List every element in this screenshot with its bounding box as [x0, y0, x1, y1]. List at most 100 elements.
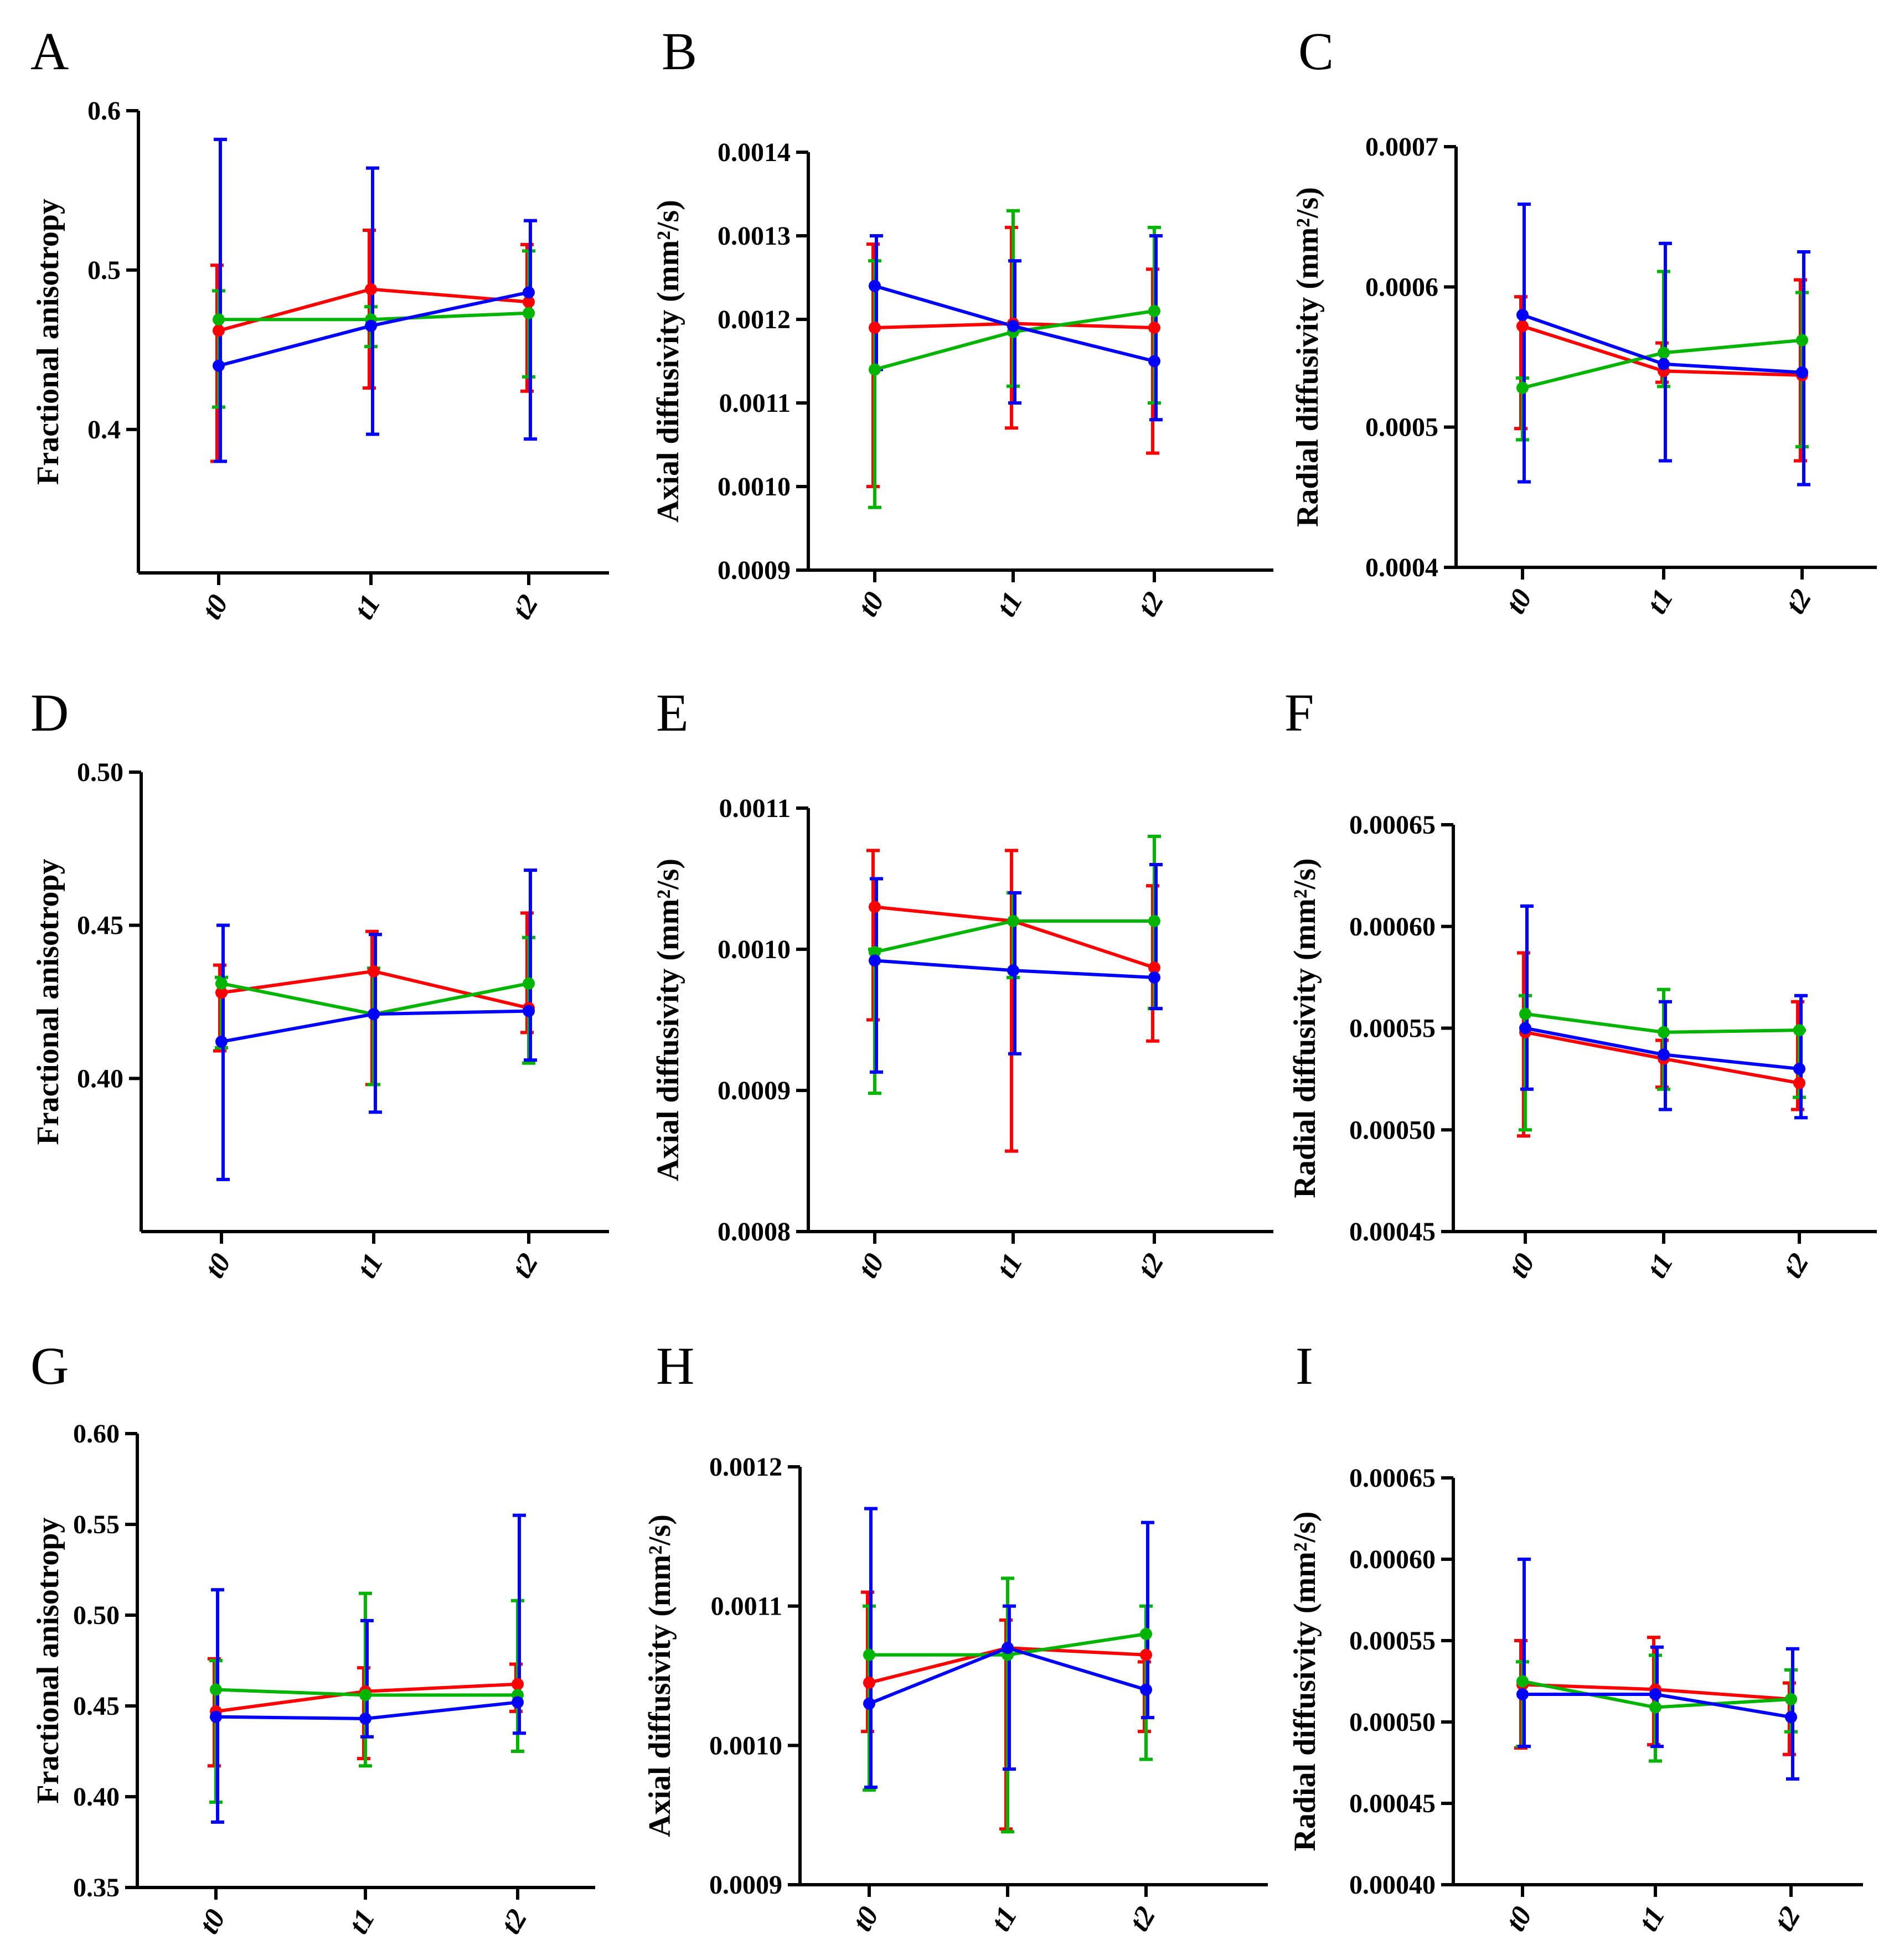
x-tick-label: t0: [1503, 1248, 1541, 1284]
x-tick-label: t1: [990, 1248, 1029, 1284]
y-tick-label: 0.0011: [719, 794, 791, 823]
x-tick-label: t2: [506, 589, 545, 625]
y-axis-title: Axial diffusivity (mm²/s): [643, 1514, 677, 1837]
x-tick-label: t1: [348, 589, 387, 625]
data-point-green: [1796, 334, 1808, 347]
y-tick-label: 0.40: [77, 1064, 123, 1093]
data-point-green: [1519, 1007, 1531, 1020]
data-point-blue: [523, 1005, 535, 1017]
data-point-blue: [869, 280, 881, 292]
y-axis-title: Radial diffusivity (mm²/s): [1288, 858, 1322, 1198]
y-tick-label: 0.0005: [1365, 413, 1438, 442]
data-point-green: [1658, 1026, 1670, 1038]
y-tick-label: 0.0008: [718, 1217, 791, 1247]
data-point-blue: [1140, 1683, 1152, 1696]
y-axis-title: Axial diffusivity (mm²/s): [651, 200, 685, 523]
x-tick-label: t2: [1132, 1248, 1170, 1284]
data-point-red: [365, 283, 377, 296]
data-point-blue: [368, 1008, 380, 1021]
data-point-blue: [1516, 1688, 1529, 1701]
data-point-green: [1785, 1693, 1797, 1705]
data-point-green: [210, 1683, 222, 1696]
x-tick-label: t0: [196, 589, 235, 625]
y-tick-label: 0.5: [87, 256, 121, 285]
x-tick-label: t0: [1500, 584, 1539, 619]
x-tick-label: t0: [852, 1248, 891, 1284]
series-blue: [214, 137, 537, 463]
y-tick-label: 0.0010: [718, 472, 791, 501]
panel-f: F 0.00045 0.00050 0.00055 0.00060 0.00065 t0 t1…: [1284, 683, 1877, 1284]
data-point-green: [523, 977, 535, 990]
x-tick-label: t2: [506, 1248, 545, 1284]
y-tick-label: 0.0009: [718, 1076, 791, 1105]
y-tick-label: 0.0010: [709, 1731, 782, 1760]
y-tick-label: 0.00055: [1349, 1014, 1436, 1043]
y-tick-label: 0.00040: [1349, 1870, 1436, 1900]
y-tick-label: 0.50: [77, 758, 123, 787]
y-tick-label: 0.0012: [709, 1452, 782, 1482]
data-point-red: [523, 296, 535, 308]
data-point-blue: [359, 1712, 371, 1725]
data-point-blue: [1519, 1022, 1531, 1035]
panel-c: C 0.0004 0.0005 0.0006 0.0007 t0 t1 t2 Radial di…: [1291, 22, 1877, 619]
x-tick-label: t1: [990, 587, 1029, 622]
y-axis-title: Axial diffusivity (mm²/s): [651, 859, 685, 1181]
y-axis-title: Fractional anisotropy: [31, 199, 65, 485]
x-tick-label: t1: [343, 1904, 381, 1940]
data-point-blue: [365, 319, 377, 332]
data-point-red: [1140, 1648, 1152, 1661]
y-tick-label: 0.0012: [718, 305, 791, 334]
y-tick-label: 0.00055: [1349, 1626, 1436, 1656]
data-point-blue: [210, 1710, 222, 1723]
y-tick-label: 0.0006: [1365, 272, 1438, 302]
data-point-blue: [1007, 320, 1019, 333]
y-tick-label: 0.4: [87, 415, 121, 444]
data-point-blue: [1658, 358, 1670, 370]
y-tick-label: 0.0007: [1365, 132, 1438, 162]
panel-i: I 0.00040 0.00045 0.00050 0.00055 0.00060 0.00…: [1288, 1336, 1863, 1937]
panel-letter: B: [662, 22, 697, 81]
y-tick-label: 0.00045: [1349, 1217, 1436, 1247]
data-point-red: [869, 901, 881, 913]
y-tick-label: 0.0009: [718, 556, 791, 585]
series-blue: [1520, 904, 1808, 1120]
data-point-blue: [213, 359, 225, 372]
data-point-green: [1516, 1675, 1529, 1688]
data-point-green: [1649, 1701, 1661, 1714]
data-point-blue: [1793, 1063, 1805, 1075]
data-point-green: [869, 946, 881, 959]
data-point-red: [368, 965, 380, 978]
x-tick-label: t2: [1132, 587, 1170, 622]
x-tick-label: t2: [1779, 584, 1818, 619]
panel-letter: C: [1298, 22, 1334, 81]
panel-letter: G: [30, 1336, 69, 1395]
data-point-blue: [1649, 1688, 1661, 1701]
panel-g: G 0.35 0.40 0.45 0.50 0.55 0.60 t0 t1 t2 Fractiona…: [30, 1336, 595, 1940]
y-axis-title: Radial diffusivity (mm²/s): [1288, 1511, 1322, 1851]
x-tick-label: t1: [1641, 584, 1680, 619]
x-tick-label: t2: [495, 1904, 534, 1940]
panel-e: E 0.0008 0.0009 0.0010 0.0011 t0 t1 t2 Axial dif…: [651, 683, 1273, 1284]
data-point-green: [1516, 381, 1529, 394]
y-tick-label: 0.0009: [709, 1870, 782, 1900]
y-tick-label: 0.00065: [1349, 1463, 1436, 1493]
y-tick-label: 0.55: [73, 1510, 120, 1539]
y-tick-label: 0.0010: [718, 935, 791, 964]
data-point-blue: [1796, 366, 1808, 379]
y-axis-title: Fractional anisotropy: [31, 859, 65, 1145]
y-tick-label: 0.6: [87, 96, 121, 126]
x-tick-label: t2: [1777, 1248, 1815, 1284]
data-point-blue: [523, 286, 535, 299]
x-tick-label: t0: [199, 1248, 238, 1284]
panel-b: B 0.0009 0.0010 0.0011 0.0012 0.0013 0.0014 t0 t…: [651, 22, 1273, 622]
panel-letter: H: [656, 1336, 694, 1395]
data-point-green: [1148, 915, 1160, 927]
data-point-green: [1658, 347, 1670, 359]
y-tick-label: 0.45: [77, 911, 123, 940]
y-tick-label: 0.00045: [1349, 1789, 1436, 1818]
x-tick-label: t1: [1633, 1901, 1671, 1937]
panel-letter: D: [30, 683, 69, 742]
x-tick-label: t1: [985, 1901, 1024, 1937]
data-point-blue: [1148, 971, 1160, 984]
